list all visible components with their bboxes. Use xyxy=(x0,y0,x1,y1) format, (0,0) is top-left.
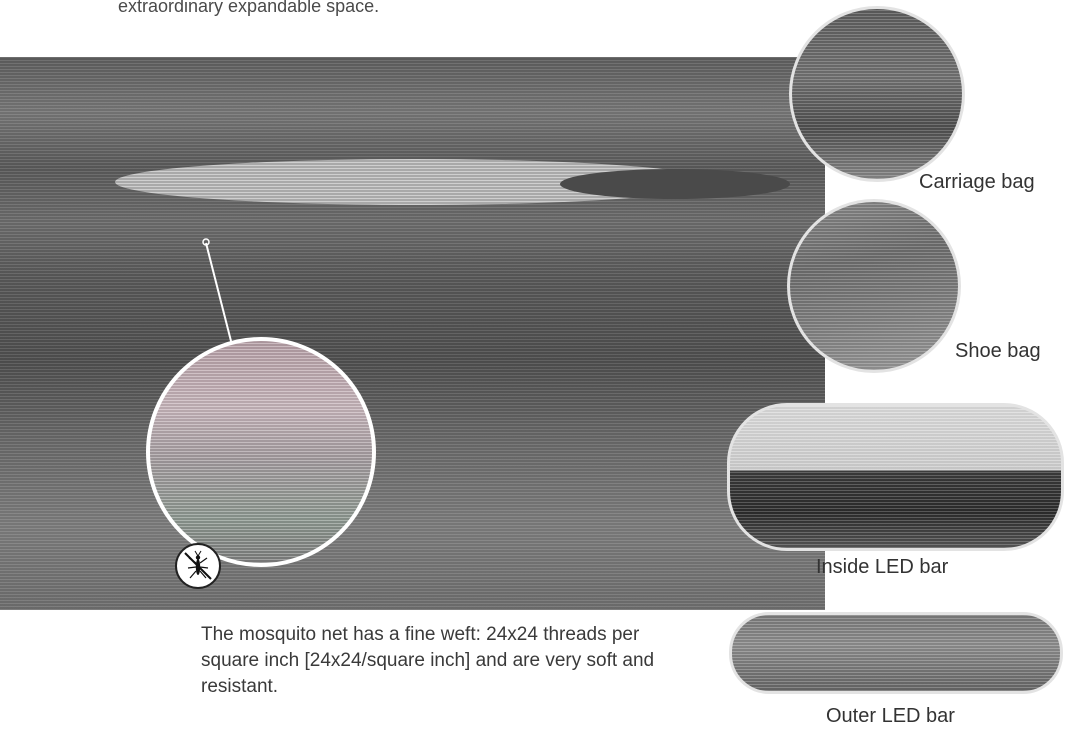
carriage-bag-photo xyxy=(789,6,965,182)
fabric-shadow xyxy=(560,169,790,199)
carriage-bag-label: Carriage bag xyxy=(919,171,1035,193)
intro-text: extraordinary expandable space. xyxy=(118,0,380,16)
mosquito-net-caption: The mosquito net has a fine weft: 24x24 … xyxy=(201,624,655,697)
outer-led-bar-photo xyxy=(729,612,1063,694)
mosquito-net-zoom xyxy=(146,337,376,567)
outer-led-bar-label: Outer LED bar xyxy=(826,705,955,727)
inside-led-bar-photo xyxy=(727,403,1064,551)
inside-led-bar-label: Inside LED bar xyxy=(816,556,949,578)
shoe-bag-photo xyxy=(787,199,961,373)
mosquito-icon xyxy=(175,543,221,589)
tent-interior-photo xyxy=(0,57,825,610)
shoe-bag-label: Shoe bag xyxy=(955,340,1041,362)
mosquito-glyph xyxy=(184,550,212,580)
